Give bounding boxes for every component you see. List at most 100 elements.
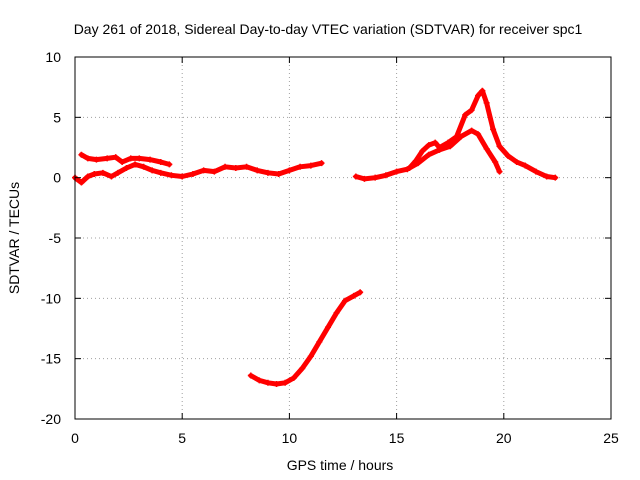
data-point-marker [84,155,91,162]
data-point-marker [104,155,111,162]
data-point-marker [136,155,143,162]
data-point-marker [247,372,254,379]
data-point-marker [112,154,119,161]
data-point-marker [307,353,314,360]
data-point-marker [108,173,115,180]
data-point-marker [282,379,289,386]
data-point-marker [361,175,368,182]
x-tick-label: 5 [178,430,186,446]
data-point-marker [436,144,443,151]
y-tick-label: 5 [53,109,61,125]
data-point-marker [333,309,340,316]
data-point-marker [372,174,379,181]
grid-layer [75,57,611,419]
data-point-marker [147,156,154,163]
data-point-marker [543,173,550,180]
data-point-marker [84,173,91,180]
data-point-marker [286,167,293,174]
data-point-marker [318,160,325,167]
x-tick-label: 10 [282,430,298,446]
data-point-marker [243,163,250,170]
data-point-marker [307,162,314,169]
data-point-marker [140,163,147,170]
data-point-marker [290,374,297,381]
data-point-marker [273,381,280,388]
x-tick-label: 20 [496,430,512,446]
data-point-marker [475,131,482,138]
data-point-marker [200,167,207,174]
data-point-marker [447,143,454,150]
data-point-marker [78,151,85,158]
data-point-marker [99,169,106,176]
data-point-marker [211,168,218,175]
data-point-marker [425,151,432,158]
x-tick-label: 25 [603,430,619,446]
data-point-marker [425,142,432,149]
data-point-marker [393,168,400,175]
data-point-marker [445,139,452,146]
data-point-marker [179,173,186,180]
data-point-marker [462,111,469,118]
data-point-marker [532,168,539,175]
data-point-marker [432,139,439,146]
data-point-marker [132,161,139,168]
data-point-marker [78,179,85,186]
data-point-marker [91,171,98,178]
data-point-marker [119,158,126,165]
y-tick-label: -15 [41,351,61,367]
data-point-marker [297,163,304,170]
data-point-marker [468,127,475,134]
data-point-marker [166,161,173,168]
data-point-marker [406,165,413,172]
data-point-marker [522,162,529,169]
y-tick-label: -20 [41,411,61,427]
data-point-marker [316,338,323,345]
y-tick-label: -10 [41,290,61,306]
data-point-marker [496,143,503,150]
x-tick-label: 0 [71,430,79,446]
y-tick-label: 10 [45,49,61,65]
data-point-marker [157,169,164,176]
data-point-marker [264,169,271,176]
data-point-marker [492,158,499,165]
data-point-marker [222,163,229,170]
data-point-marker [299,365,306,372]
data-point-marker [93,156,100,163]
x-tick-label: 15 [389,430,405,446]
data-point-marker [189,171,196,178]
data-point-marker [475,92,482,99]
data-point-marker [232,165,239,172]
data-point-marker [256,377,263,384]
data-point-marker [483,99,490,106]
data-point-marker [168,172,175,179]
data-point-marker [479,87,486,94]
data-point-marker [490,126,497,133]
data-point-marker [123,165,130,172]
series-layer [72,87,559,388]
data-point-marker [275,171,282,178]
data-point-marker [412,157,419,164]
data-point-marker [382,172,389,179]
data-point-marker [342,297,349,304]
chart-title: Day 261 of 2018, Sidereal Day-to-day VTE… [74,21,583,37]
data-point-marker [419,148,426,155]
data-point-marker [114,169,121,176]
tick-layer: 0 5 10 15 20 25 -20 -15 -10 -5 0 5 10 [41,49,619,446]
data-point-marker [453,133,460,140]
y-axis-label: SDTVAR / TECUs [6,182,22,294]
data-point-marker [127,155,134,162]
data-point-marker [254,167,261,174]
data-point-marker [468,107,475,114]
data-point-marker [149,167,156,174]
data-point-marker [352,173,359,180]
data-point-marker [483,145,490,152]
y-tick-label: 0 [53,170,61,186]
data-point-marker [496,168,503,175]
data-point-marker [157,158,164,165]
series-track-4 [353,128,502,182]
data-point-marker [552,174,559,181]
data-point-marker [505,152,512,159]
data-point-marker [513,158,520,165]
